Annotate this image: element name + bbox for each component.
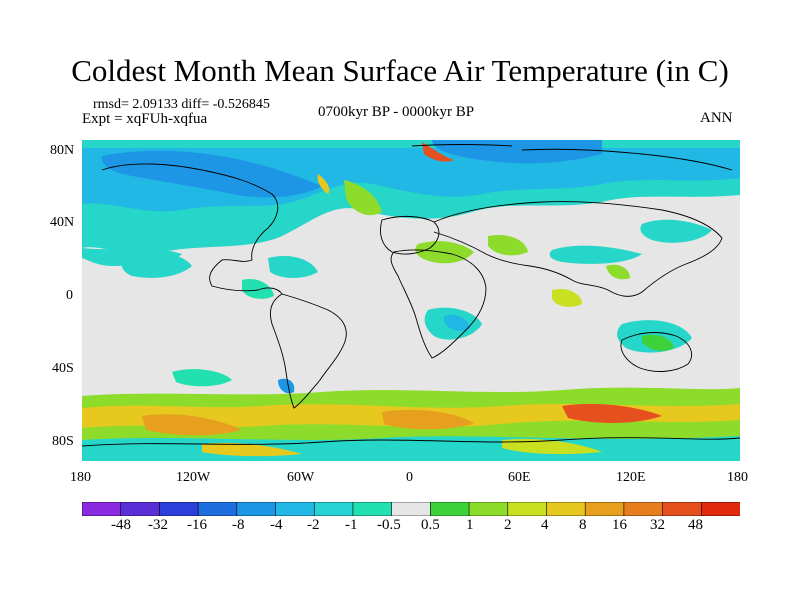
season-label: ANN (700, 110, 733, 126)
colorbar-label: 0.5 (421, 517, 440, 533)
rmsd-diff-stats: rmsd= 2.09133 diff= -0.526845 (93, 97, 270, 112)
colorbar-swatch (546, 502, 586, 516)
colorbar-swatch (430, 502, 470, 516)
colorbar-label: -0.5 (377, 517, 401, 533)
colorbar-swatch (159, 502, 199, 516)
colorbar-swatch (662, 502, 703, 516)
lat-label-40n: 40N (50, 215, 75, 230)
colorbar-label: -2 (307, 517, 320, 533)
colorbar-label: 8 (579, 517, 587, 533)
colorbar-swatch (507, 502, 548, 516)
southern-ocean-anomaly-band (82, 387, 740, 461)
temperature-anomaly-map (82, 140, 740, 461)
colorbar-label: -4 (270, 517, 283, 533)
colorbar-swatch (584, 502, 625, 516)
arctic-anomaly-field (82, 140, 740, 266)
lon-label-60w: 60W (287, 470, 315, 485)
colorbar-swatch (623, 502, 664, 516)
lon-label-60e: 60E (508, 470, 531, 485)
colorbar-label: 2 (504, 517, 512, 533)
colorbar-label: 1 (466, 517, 474, 533)
colorbar-label: -1 (345, 517, 358, 533)
lat-label-80s: 80S (52, 434, 74, 449)
colorbar-swatch (275, 502, 316, 516)
map-title: Coldest Month Mean Surface Air Temperatu… (71, 53, 729, 88)
lon-label-120w: 120W (176, 470, 211, 485)
colorbar-label: -32 (148, 517, 168, 533)
lat-label-equator: 0 (66, 288, 73, 303)
colorbar-swatch (120, 502, 161, 516)
colorbar-swatch (236, 502, 277, 516)
colorbar-label: -48 (111, 517, 131, 533)
colorbar (82, 502, 740, 516)
colorbar-label: 16 (612, 517, 627, 533)
colorbar-swatch (313, 502, 354, 516)
coastlines (82, 144, 740, 447)
experiment-label: Expt = xqFUh-xqfua (82, 111, 208, 127)
lon-label-120e: 120E (616, 470, 646, 485)
period-label: 0700kyr BP - 0000kyr BP (318, 104, 475, 120)
lat-label-80n: 80N (50, 143, 75, 158)
colorbar-label: -16 (187, 517, 207, 533)
colorbar-swatch (391, 502, 432, 516)
colorbar-swatch (468, 502, 509, 516)
colorbar-swatch (197, 502, 238, 516)
colorbar-label: 32 (650, 517, 665, 533)
lat-label-40s: 40S (52, 361, 74, 376)
colorbar-label: 48 (688, 517, 703, 533)
colorbar-swatch (82, 502, 122, 516)
tropical-anomaly-patches (121, 219, 712, 394)
lon-label-0: 0 (406, 470, 413, 485)
lon-label-180w: 180 (70, 470, 91, 485)
colorbar-swatch (700, 502, 740, 516)
colorbar-label: 4 (541, 517, 549, 533)
colorbar-label: -8 (232, 517, 245, 533)
colorbar-swatch (352, 502, 393, 516)
lon-label-180e: 180 (727, 470, 748, 485)
